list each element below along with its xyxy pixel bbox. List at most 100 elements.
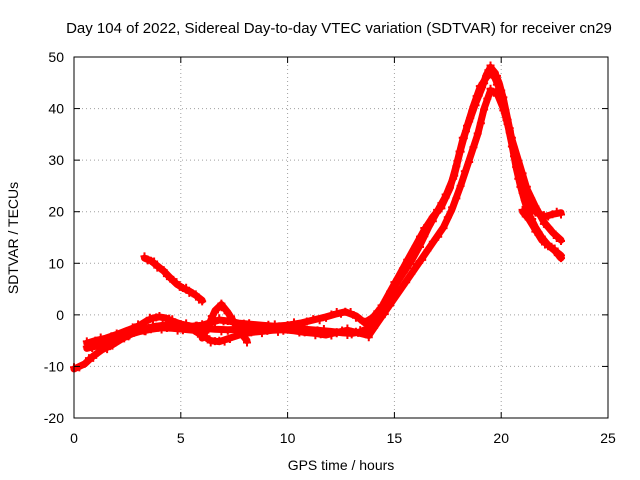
data-point	[394, 273, 403, 282]
data-point	[279, 326, 288, 335]
data-point	[141, 327, 150, 336]
data-point	[343, 324, 352, 333]
data-point	[407, 250, 416, 259]
data-point	[206, 338, 215, 347]
data-point	[534, 230, 543, 239]
data-point	[96, 333, 105, 342]
data-point	[445, 183, 454, 192]
data-point	[327, 310, 336, 319]
data-point	[492, 71, 501, 80]
data-series	[70, 61, 566, 373]
chart-title: Day 104 of 2022, Sidereal Day-to-day VTE…	[66, 20, 612, 37]
data-point	[243, 338, 252, 347]
data-point	[223, 326, 232, 335]
data-point	[268, 325, 277, 334]
data-point	[550, 244, 559, 253]
data-point	[152, 322, 161, 331]
data-point	[306, 327, 315, 336]
data-point	[557, 210, 566, 219]
data-point	[482, 71, 491, 80]
data-point	[104, 339, 113, 348]
y-tick-label: 30	[48, 152, 64, 168]
data-point	[332, 329, 341, 338]
data-point	[231, 331, 240, 340]
data-point	[88, 343, 97, 352]
data-point	[364, 317, 373, 326]
data-point	[439, 224, 448, 233]
data-point	[302, 317, 311, 326]
data-point	[502, 116, 511, 125]
data-point	[338, 326, 347, 335]
data-point	[300, 328, 309, 337]
series-track-lower	[82, 84, 566, 352]
data-point	[434, 232, 443, 241]
data-point	[120, 334, 129, 343]
data-point	[290, 318, 299, 327]
data-point	[220, 337, 229, 346]
series-track-loop	[198, 299, 252, 347]
data-point	[381, 296, 390, 305]
data-point	[548, 210, 557, 219]
x-tick-labels: 0 5 10 15 20 25	[70, 430, 616, 446]
data-point	[441, 193, 450, 202]
data-point	[230, 316, 239, 325]
data-point	[168, 315, 177, 324]
data-point	[416, 232, 425, 241]
data-point	[433, 205, 442, 214]
data-point	[510, 143, 519, 152]
data-point	[548, 227, 557, 236]
data-point	[531, 202, 540, 211]
x-tick-label: 5	[177, 430, 185, 446]
x-tick-label: 0	[70, 430, 78, 446]
data-point	[182, 319, 191, 328]
data-point	[456, 181, 465, 190]
data-point	[528, 218, 537, 227]
data-point	[418, 255, 427, 264]
data-point	[452, 162, 461, 171]
y-tick-label: -10	[44, 358, 64, 374]
y-tick-label: 10	[48, 255, 64, 271]
data-point	[537, 235, 546, 244]
data-point	[386, 301, 395, 310]
data-point	[390, 278, 399, 287]
data-point	[480, 79, 489, 88]
data-point	[474, 91, 483, 100]
x-tick-label: 25	[600, 430, 616, 446]
data-point	[82, 342, 91, 351]
data-point	[539, 219, 548, 228]
y-tick-label: 40	[48, 101, 64, 117]
data-point	[535, 208, 544, 217]
x-tick-label: 10	[280, 430, 296, 446]
data-point	[407, 269, 416, 278]
data-point	[75, 363, 84, 372]
data-point	[93, 341, 102, 350]
data-point	[386, 287, 395, 296]
data-point	[465, 117, 474, 126]
data-point	[130, 328, 139, 337]
data-point	[346, 308, 355, 317]
data-point	[527, 194, 536, 203]
data-point	[391, 291, 400, 300]
data-point	[168, 323, 177, 332]
series-track-end	[518, 205, 566, 263]
data-point	[514, 157, 523, 166]
data-point	[469, 143, 478, 152]
x-axis-label: GPS time / hours	[288, 457, 395, 473]
data-point	[428, 237, 437, 246]
data-point	[217, 299, 226, 308]
data-point	[252, 326, 261, 335]
data-point	[461, 127, 470, 136]
data-point	[273, 327, 282, 336]
data-point	[468, 106, 477, 115]
data-point	[138, 320, 147, 329]
data-point	[424, 220, 433, 229]
data-point	[473, 129, 482, 138]
data-point	[465, 157, 474, 166]
data-point	[257, 329, 266, 338]
data-point	[420, 223, 429, 232]
data-point	[518, 205, 527, 214]
data-point	[146, 325, 155, 334]
data-point	[182, 283, 191, 292]
data-point	[480, 105, 489, 114]
